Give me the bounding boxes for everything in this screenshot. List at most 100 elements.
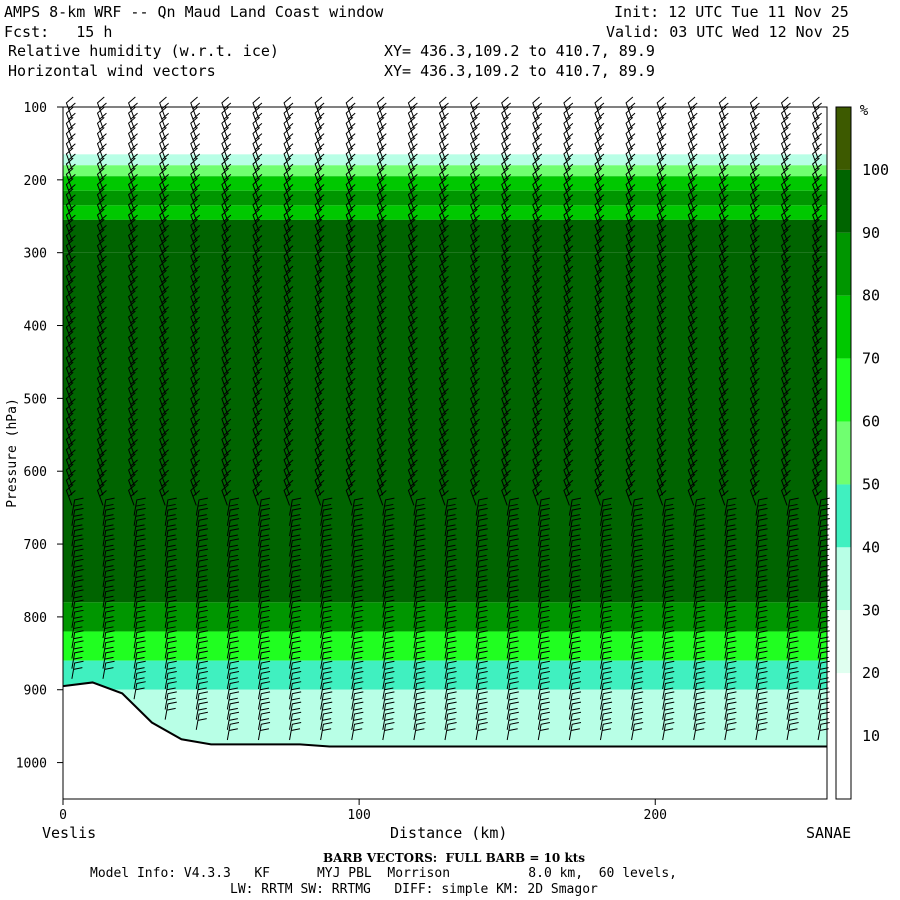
- wind-barb-181: [159, 208, 169, 231]
- wind-barb-970: [537, 701, 550, 720]
- colorbar-label-100: 100: [862, 161, 889, 179]
- rh-band-10: [63, 660, 827, 690]
- wind-barb-491: [314, 239, 325, 261]
- wind-barb-830: [475, 538, 488, 557]
- wind-barb-1489: [812, 300, 822, 323]
- wind-barb-177: [159, 167, 169, 190]
- wind-barb-1141: [631, 548, 644, 567]
- wind-barb-1336: [724, 640, 737, 659]
- wind-barb-1295: [718, 218, 729, 241]
- wind-barb-447: [283, 422, 294, 445]
- wind-barb-1188: [656, 392, 667, 414]
- wind-barb-413: [257, 711, 271, 730]
- wind-barb-591: [351, 630, 364, 649]
- wind-barb-884: [501, 453, 511, 476]
- wind-barb-1075: [599, 507, 613, 526]
- wind-barb-179: [159, 188, 169, 210]
- wind-barb-366: [252, 229, 263, 251]
- wind-barb-1190: [656, 412, 667, 435]
- wind-barb-1358: [749, 229, 760, 251]
- wind-barb-833: [475, 569, 488, 588]
- wind-barb-690: [407, 371, 418, 394]
- wind-barb-971: [537, 711, 550, 730]
- wind-barb-412: [257, 701, 271, 720]
- wind-barb-495: [314, 280, 325, 302]
- wind-barb-454: [289, 497, 302, 516]
- wind-barb-362: [252, 188, 263, 210]
- plot-frame: [62, 106, 828, 800]
- wind-barb-1018: [568, 558, 582, 577]
- wind-barb-1439: [780, 422, 791, 445]
- wind-barb-876: [501, 371, 511, 394]
- wind-barb-301: [221, 198, 232, 221]
- wind-barb-1027: [568, 650, 582, 669]
- wind-barb-820: [470, 433, 480, 455]
- wind-barb-715: [413, 630, 426, 649]
- wind-barbs: [65, 96, 830, 741]
- wind-barb-936: [532, 351, 543, 374]
- wind-barb-1447: [786, 507, 799, 526]
- wind-barb-135: [128, 331, 138, 353]
- wind-barb-546: [345, 167, 356, 190]
- wind-barb-1044: [594, 188, 605, 210]
- wind-barb-840: [475, 640, 488, 659]
- wind-barb-977: [563, 137, 574, 159]
- wind-barb-719: [413, 671, 426, 690]
- wind-barb-871: [501, 320, 511, 343]
- y-tick-label-1000: 1000: [16, 757, 47, 772]
- wind-barb-972: [537, 721, 550, 741]
- wind-barb-640: [382, 497, 395, 516]
- wind-barb-732: [438, 167, 449, 190]
- wind-barb-302: [221, 208, 232, 231]
- wind-barb-1416: [780, 188, 791, 210]
- wind-barb-330: [226, 497, 240, 516]
- wind-barb-399: [257, 569, 271, 588]
- wind-barb-74: [96, 280, 107, 302]
- wind-barb-1160: [656, 106, 667, 129]
- wind-barb-1391: [755, 569, 768, 588]
- wind-barb-624: [376, 331, 387, 353]
- wind-barb-529: [320, 630, 333, 649]
- wind-barb-513: [314, 463, 325, 486]
- wind-barb-667: [407, 137, 418, 159]
- wind-barb-737: [438, 218, 449, 241]
- wind-barb-98: [102, 528, 115, 547]
- wind-barb-113: [128, 106, 138, 129]
- wind-barb-384: [252, 412, 263, 435]
- wind-barb-562: [345, 331, 356, 353]
- wind-barb-1223: [687, 116, 698, 139]
- wind-barb-381: [252, 382, 263, 404]
- wind-barb-681: [407, 280, 418, 302]
- wind-barb-1442: [780, 453, 791, 476]
- wind-barb-776: [444, 620, 457, 639]
- wind-barb-1346: [749, 106, 760, 129]
- wind-barb-1454: [786, 579, 799, 598]
- wind-barb-759: [438, 443, 449, 465]
- wind-barb-930: [532, 290, 543, 312]
- wind-barb-224: [164, 650, 177, 669]
- wind-barb-615: [376, 239, 387, 261]
- wind-barb-1080: [599, 558, 613, 577]
- wind-barb-210: [164, 507, 177, 526]
- wind-barb-364: [252, 208, 263, 231]
- wind-barb-311: [221, 300, 232, 323]
- wind-barb-425: [283, 198, 294, 221]
- wind-barb-769: [444, 548, 457, 567]
- wind-barb-1463: [786, 671, 799, 690]
- wind-barb-1: [65, 106, 76, 129]
- wind-barb-258: [190, 382, 201, 404]
- wind-barb-310: [221, 290, 232, 312]
- wind-barb-1157: [631, 711, 644, 730]
- wind-barb-389: [252, 463, 263, 486]
- colorbar-unit: %: [860, 103, 869, 119]
- wind-barb-206: [159, 463, 169, 486]
- wind-barb-1153: [631, 671, 644, 690]
- wind-barb-1426: [780, 290, 791, 312]
- wind-barb-332: [226, 518, 240, 537]
- wind-barb-1274: [693, 640, 706, 659]
- wind-barb-943: [532, 422, 543, 445]
- wind-barb-823: [470, 463, 480, 486]
- wind-barb-920: [532, 188, 543, 210]
- wind-barb-1398: [755, 640, 768, 659]
- wind-barb-378: [252, 351, 263, 374]
